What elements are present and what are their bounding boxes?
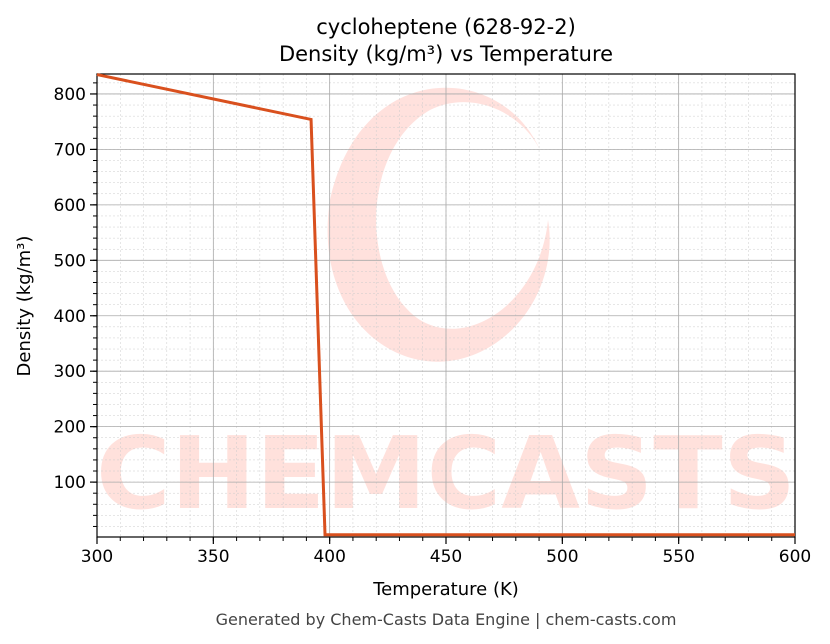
series-line bbox=[96, 73, 795, 537]
x-tick-label: 450 bbox=[430, 547, 462, 567]
chart-subtitle: Density (kg/m³) vs Temperature bbox=[279, 42, 613, 66]
x-tick-label: 400 bbox=[313, 547, 345, 567]
y-axis-label: Density (kg/m³) bbox=[14, 236, 35, 377]
y-tick-label: 500 bbox=[54, 251, 86, 271]
x-tick-label: 600 bbox=[779, 547, 811, 567]
footer-text: Generated by Chem-Casts Data Engine | ch… bbox=[216, 610, 677, 629]
x-axis-label: Temperature (K) bbox=[372, 579, 519, 600]
y-tick-label: 400 bbox=[54, 307, 86, 327]
x-tick-label: 550 bbox=[662, 547, 694, 567]
plot-frame bbox=[96, 73, 796, 538]
x-tick-label: 500 bbox=[546, 547, 578, 567]
y-tick-label: 600 bbox=[54, 196, 86, 216]
x-tick-label: 350 bbox=[197, 547, 229, 567]
x-tick-label: 300 bbox=[81, 547, 113, 567]
y-tick-label: 200 bbox=[54, 418, 86, 438]
y-tick-label: 700 bbox=[54, 140, 86, 160]
y-tick-label: 100 bbox=[54, 473, 86, 493]
chart-title: cycloheptene (628-92-2) bbox=[316, 15, 576, 39]
watermark-logo bbox=[327, 87, 550, 362]
y-tick-label: 300 bbox=[54, 362, 86, 382]
y-tick-label: 800 bbox=[54, 85, 86, 105]
